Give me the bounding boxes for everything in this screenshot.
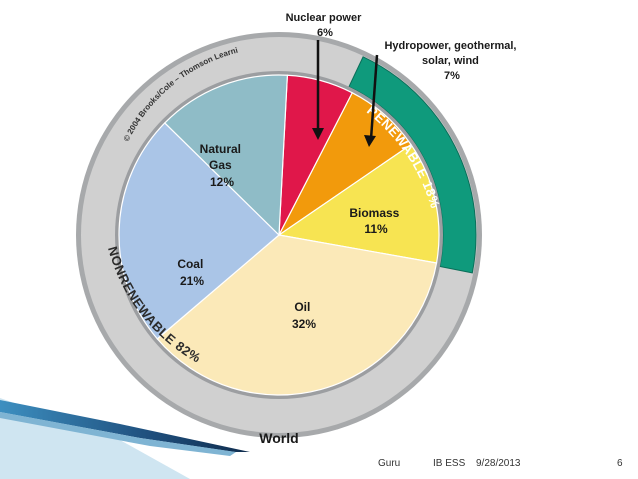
footer-date: 9/28/2013	[476, 458, 521, 469]
swoosh-mid	[0, 412, 236, 456]
footer: Guru IB ESS 9/28/2013 6	[378, 458, 623, 469]
callout-arrows	[312, 40, 379, 147]
label-nuclear-line1: Nuclear power	[286, 12, 363, 24]
pie-slice-oil	[156, 234, 438, 396]
slide-swoosh	[0, 398, 250, 479]
label-hydro-line1: Hydropower, geothermal,	[384, 40, 516, 52]
swoosh-dark	[0, 400, 250, 452]
label-nuclear-line2: 6%	[317, 27, 333, 39]
label-oil: Oil 32%	[292, 300, 316, 331]
label-nuclear: Nuclear power 6%	[286, 12, 365, 39]
nuclear-arrow-head	[312, 128, 324, 140]
label-biomass-line2: 11%	[364, 222, 388, 236]
label-hydro: Hydropower, geothermal, solar, wind 7%	[384, 40, 519, 82]
label-natural-gas-line3: 12%	[210, 175, 234, 189]
pie-slice-natural-gas	[163, 74, 289, 237]
label-natural-gas-line1: Natural	[200, 142, 241, 156]
label-hydro-line3: 7%	[444, 70, 460, 82]
label-biomass-line1: Biomass	[349, 206, 399, 220]
label-biomass: Biomass 11%	[349, 206, 402, 236]
footer-author: Guru	[378, 458, 400, 469]
label-hydro-line2: solar, wind	[422, 55, 479, 67]
label-coal-line2: 21%	[180, 274, 204, 288]
footer-course: IB ESS	[433, 458, 466, 469]
footer-page-number: 6	[617, 458, 623, 469]
label-coal-line1: Coal	[177, 257, 203, 271]
pie-slice-coal	[118, 122, 280, 340]
label-oil-line1: Oil	[294, 300, 310, 314]
pie-slice-biomass	[277, 143, 440, 264]
label-natural-gas: Natural Gas 12%	[200, 142, 245, 189]
slice-labels: Nuclear power 6% Hydropower, geothermal,…	[177, 12, 519, 331]
chart-title: World	[259, 430, 298, 446]
label-coal: Coal 21%	[177, 257, 206, 288]
label-natural-gas-line2: Gas	[209, 158, 232, 172]
label-oil-line2: 32%	[292, 317, 316, 331]
hydro-arrow-head	[364, 135, 376, 147]
hydro-arrow-line	[369, 54, 379, 140]
pie-slices	[118, 74, 440, 396]
